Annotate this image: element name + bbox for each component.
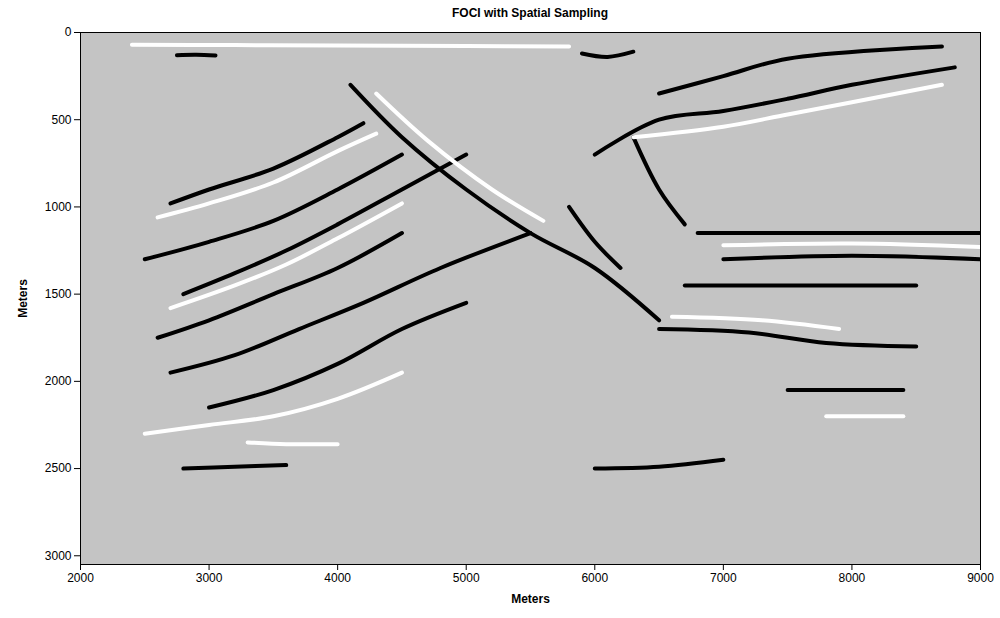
svg-text:3000: 3000 [45, 549, 72, 563]
svg-text:2000: 2000 [45, 374, 72, 388]
svg-text:8000: 8000 [839, 571, 866, 585]
svg-text:5000: 5000 [453, 571, 480, 585]
svg-text:4000: 4000 [324, 571, 351, 585]
svg-text:Meters: Meters [511, 592, 550, 606]
svg-text:6000: 6000 [581, 571, 608, 585]
svg-text:0: 0 [65, 25, 72, 39]
svg-text:Meters: Meters [16, 279, 30, 318]
svg-text:1500: 1500 [45, 287, 72, 301]
svg-text:9000: 9000 [967, 571, 994, 585]
svg-text:1000: 1000 [45, 200, 72, 214]
svg-text:7000: 7000 [710, 571, 737, 585]
html-text:FOCI with Spatial Sampling: FOCI with Spatial Sampling [452, 6, 608, 20]
svg-text:2500: 2500 [45, 461, 72, 475]
svg-text:500: 500 [51, 113, 71, 127]
svg-text:3000: 3000 [196, 571, 223, 585]
svg-text:2000: 2000 [67, 571, 94, 585]
